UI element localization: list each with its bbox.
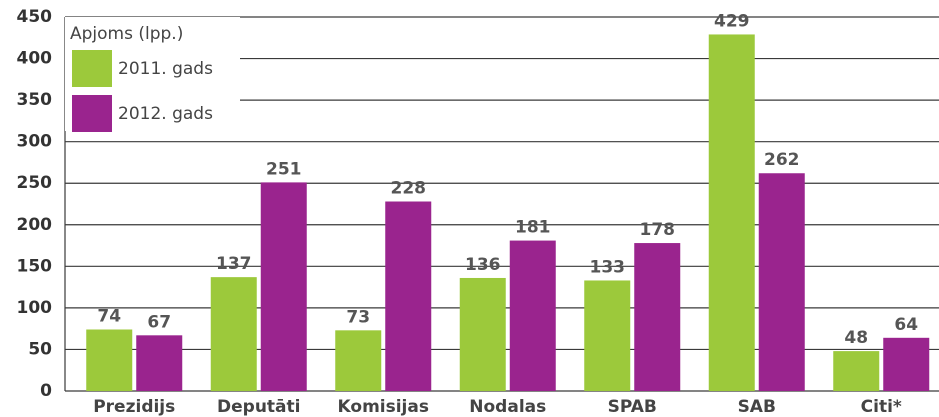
value-label: 181 bbox=[515, 218, 551, 238]
bar bbox=[634, 243, 681, 391]
y-tick-label: 250 bbox=[17, 173, 53, 193]
value-label: 136 bbox=[465, 255, 501, 275]
value-label: 64 bbox=[894, 315, 918, 335]
value-label: 74 bbox=[97, 306, 121, 326]
y-tick-label: 150 bbox=[17, 256, 53, 276]
value-label: 137 bbox=[216, 254, 252, 274]
bar bbox=[758, 173, 805, 391]
y-tick-label: 450 bbox=[17, 7, 53, 27]
x-tick-label: Nodalas bbox=[469, 397, 546, 417]
bar bbox=[708, 34, 755, 391]
value-label: 73 bbox=[346, 307, 370, 327]
legend-label: 2012. gads bbox=[118, 104, 213, 124]
value-label: 429 bbox=[714, 11, 750, 31]
x-tick-label: Prezidijs bbox=[93, 397, 175, 417]
value-label: 48 bbox=[844, 328, 868, 348]
y-tick-label: 100 bbox=[17, 298, 53, 318]
value-label: 251 bbox=[266, 159, 302, 179]
legend-swatch bbox=[72, 50, 112, 87]
x-tick-label: Citi* bbox=[861, 397, 902, 417]
bars: Prezidijs 74 67 Deputāti 137 251 Komisijas 73 22… bbox=[86, 11, 930, 417]
y-tick-label: 400 bbox=[17, 49, 53, 69]
bar bbox=[210, 277, 257, 391]
value-label: 133 bbox=[590, 257, 626, 277]
bar bbox=[260, 182, 307, 391]
legend-label: 2011. gads bbox=[118, 59, 213, 79]
value-label: 228 bbox=[391, 179, 427, 199]
x-tick-label: Deputāti bbox=[217, 397, 300, 417]
bar bbox=[86, 329, 133, 391]
y-tick-label: 350 bbox=[17, 90, 53, 110]
legend: Apjoms (lpp.) 2011. gads 2012. gads bbox=[65, 17, 240, 132]
legend-title: Apjoms (lpp.) bbox=[70, 24, 183, 44]
value-label: 262 bbox=[764, 150, 800, 170]
bar bbox=[509, 240, 556, 391]
bar bbox=[833, 351, 880, 391]
y-tick-label: 300 bbox=[17, 132, 53, 152]
value-label: 178 bbox=[640, 220, 676, 240]
x-tick-label: SPAB bbox=[608, 397, 657, 417]
legend-swatch bbox=[72, 95, 112, 132]
bar bbox=[584, 280, 631, 391]
x-tick-label: SAB bbox=[738, 397, 776, 417]
value-label: 67 bbox=[147, 312, 171, 332]
bar bbox=[883, 337, 930, 391]
bar bbox=[335, 330, 382, 391]
x-tick-label: Komisijas bbox=[338, 397, 429, 417]
bar bbox=[459, 277, 506, 391]
y-tick-label: 50 bbox=[28, 339, 52, 359]
bar bbox=[136, 335, 183, 391]
bar bbox=[385, 201, 432, 391]
y-tick-label: 200 bbox=[17, 215, 53, 235]
y-tick-label: 0 bbox=[40, 381, 52, 401]
